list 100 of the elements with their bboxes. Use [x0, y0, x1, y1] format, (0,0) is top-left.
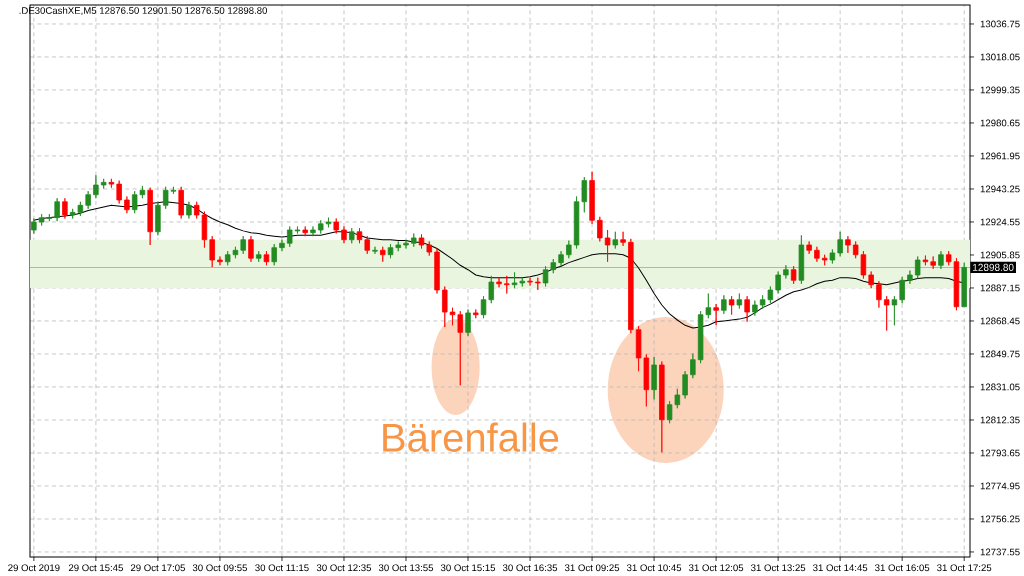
candlestick: [783, 264, 789, 279]
candlestick: [263, 250, 270, 266]
candlestick: [349, 227, 355, 244]
candlestick: [651, 356, 657, 400]
candlestick: [752, 300, 758, 316]
candlestick: [775, 271, 781, 294]
candlestick: [876, 280, 882, 309]
candlestick: [798, 234, 805, 285]
y-tick-label: 12868.45: [980, 317, 1020, 325]
y-tick-label: 12980.65: [980, 119, 1020, 127]
candlestick: [411, 233, 417, 248]
candlestick: [255, 250, 262, 263]
candlestick: [628, 238, 634, 334]
candlestick: [380, 246, 386, 263]
candlestick: [597, 216, 603, 242]
candlestick: [54, 197, 60, 222]
candlestick: [155, 201, 161, 236]
candlestick: [31, 218, 37, 234]
candlestick: [891, 295, 898, 326]
candlestick: [821, 254, 828, 266]
candlestick: [473, 309, 479, 319]
candlestick: [938, 250, 944, 270]
x-tick-label: 31 Oct 13:25: [751, 564, 806, 572]
candlestick: [426, 241, 432, 256]
candlestick: [961, 262, 967, 308]
y-tick-label: 12737.55: [980, 548, 1020, 556]
candlestick: [356, 227, 363, 244]
candlestick: [744, 295, 750, 323]
candlestick: [736, 293, 743, 309]
candlestick: [837, 231, 843, 257]
candlestick: [318, 219, 324, 234]
x-tick-label: 31 Oct 10:45: [626, 564, 682, 572]
candlestick: [333, 218, 339, 234]
y-tick-label: 13018.05: [980, 53, 1020, 61]
candlestick: [504, 275, 510, 294]
candlestick: [620, 231, 626, 247]
candlestick: [883, 295, 890, 331]
candlestick: [403, 239, 409, 249]
candlestick: [496, 277, 502, 288]
candlestick: [418, 234, 425, 249]
candlestick: [604, 229, 611, 263]
candlestick: [100, 178, 107, 189]
candlestick: [325, 217, 332, 228]
candlestick: [124, 196, 130, 214]
y-tick-label: 12812.35: [980, 416, 1020, 424]
y-tick-label: 12831.05: [980, 383, 1020, 391]
candlestick: [907, 270, 913, 285]
candlestick: [341, 226, 347, 244]
y-tick-label: 12961.95: [980, 152, 1020, 160]
candlestick: [442, 286, 448, 328]
candlestick: [147, 187, 153, 246]
candlestick: [279, 239, 285, 252]
annotation: Bärenfalle: [383, 422, 559, 452]
candlestick: [845, 235, 851, 254]
candlestick: [116, 180, 122, 204]
x-tick-label: 30 Oct 16:35: [502, 564, 558, 572]
y-tick-label: 12999.35: [980, 86, 1020, 94]
x-tick-label: 29 Oct 17:05: [130, 564, 185, 572]
y-tick-label: 12774.95: [980, 482, 1020, 490]
candlestick: [829, 249, 836, 264]
y-tick-label: 12905.85: [980, 251, 1020, 259]
candlestick: [814, 246, 820, 263]
candlestick: [690, 353, 696, 379]
candlestick: [248, 235, 254, 263]
x-tick-label: 31 Oct 09:25: [564, 564, 620, 572]
y-tick-label: 12793.65: [980, 449, 1020, 457]
candlestick: [713, 303, 719, 326]
candlestick: [790, 265, 797, 285]
x-tick-label: 29 Oct 2019: [8, 564, 60, 572]
x-tick-label: 30 Oct 13:55: [378, 564, 434, 572]
candlestick: [62, 197, 68, 219]
y-tick-label: 12924.55: [980, 218, 1020, 226]
ref-line-label: 12898.80: [973, 263, 1014, 271]
candlestick: [899, 276, 905, 304]
candlestick: [527, 277, 533, 286]
y-tick-label: 12849.75: [980, 350, 1020, 358]
candlestick: [217, 256, 223, 266]
candlestick: [535, 277, 541, 291]
candlestick: [372, 246, 378, 255]
candlestick: [465, 309, 471, 337]
candlestick: [922, 255, 929, 266]
candlestick: [589, 171, 595, 225]
candlestick: [558, 250, 564, 267]
candlestick: [457, 310, 463, 386]
candlestick: [93, 174, 99, 199]
candlestick: [271, 243, 277, 266]
candlestick: [186, 201, 192, 219]
candlestick: [178, 186, 184, 219]
candlestick: [721, 294, 727, 315]
x-tick-label: 31 Oct 17:25: [937, 564, 992, 572]
candlestick: [85, 190, 91, 210]
x-tick-label: 31 Oct 12:05: [688, 564, 744, 572]
candlestick: [728, 295, 735, 316]
x-tick-label: 31 Oct 14:45: [813, 564, 868, 572]
candlestick: [566, 240, 572, 259]
x-tick-label: 30 Oct 09:55: [192, 564, 248, 572]
candlestick: [930, 256, 936, 270]
y-tick-label: 12756.25: [980, 515, 1020, 523]
candlestick: [914, 256, 921, 279]
x-tick-label: 30 Oct 15:15: [440, 564, 496, 572]
